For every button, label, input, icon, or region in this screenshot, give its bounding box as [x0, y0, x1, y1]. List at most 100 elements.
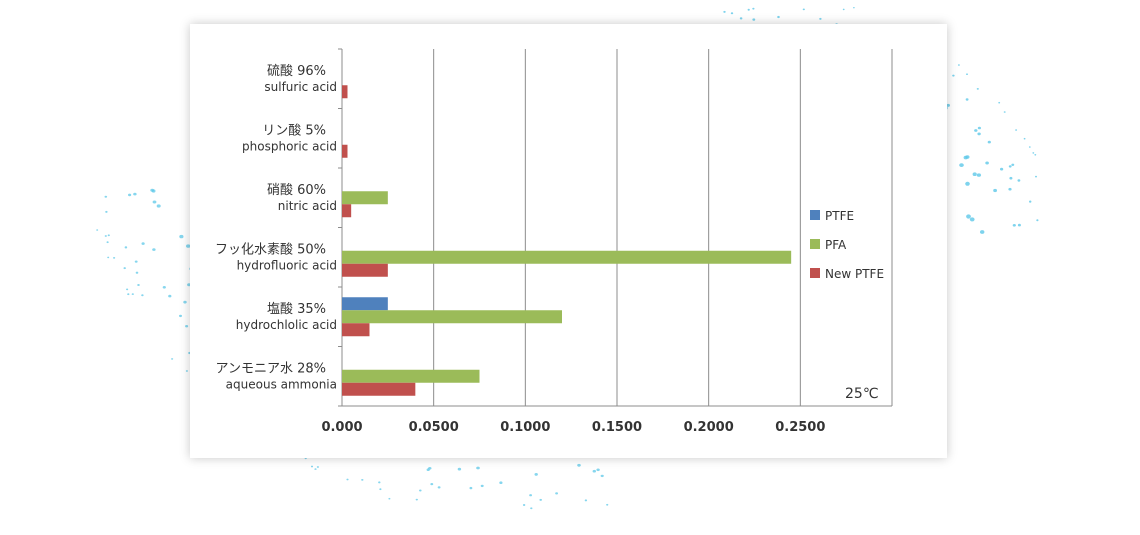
bar-pfa — [342, 191, 388, 205]
category-label-jp: リン酸 5% — [262, 123, 326, 138]
background-dot — [1008, 165, 1012, 168]
background-dot — [522, 504, 526, 506]
background-dot — [187, 283, 191, 287]
background-dot — [185, 370, 188, 372]
background-dot — [106, 241, 109, 244]
background-dot — [379, 488, 382, 491]
legend-swatch — [810, 268, 820, 278]
background-dot — [752, 7, 755, 10]
background-dot — [137, 284, 140, 286]
x-tick-label: 0.0500 — [409, 420, 459, 435]
background-dot — [723, 10, 726, 13]
x-tick-label: 0.1000 — [500, 420, 550, 435]
background-dot — [819, 17, 822, 20]
background-dot — [584, 499, 588, 502]
x-tick-label: 0.2500 — [775, 420, 825, 435]
background-dot — [346, 478, 349, 481]
background-dot — [802, 8, 805, 11]
bar-new-ptfe — [342, 382, 416, 396]
background-dot — [151, 189, 156, 193]
category-label-en: nitric acid — [278, 199, 337, 213]
bar-new-ptfe — [342, 204, 352, 218]
bar-new-ptfe — [342, 85, 348, 99]
background-dot — [113, 257, 116, 259]
background-dot — [966, 214, 971, 219]
background-dot — [965, 181, 970, 186]
background-dot — [1015, 129, 1018, 131]
background-dot — [853, 7, 855, 9]
background-dot — [310, 465, 314, 468]
background-dot — [985, 161, 989, 165]
background-dot — [993, 188, 997, 193]
background-dot — [977, 126, 982, 130]
background-dot — [555, 492, 558, 495]
background-dot — [1032, 152, 1035, 154]
background-dot — [133, 192, 137, 196]
background-dot — [131, 293, 134, 295]
background-dot — [1023, 137, 1026, 140]
category-label-jp: フッ化水素酸 50% — [215, 242, 326, 257]
background-dot — [777, 15, 780, 19]
bar-pfa — [342, 250, 792, 264]
x-tick-label: 0.000 — [321, 420, 362, 435]
background-dot — [437, 486, 441, 489]
background-dot — [457, 467, 462, 471]
bar-new-ptfe — [342, 323, 370, 337]
category-label-en: hydrofluoric acid — [237, 258, 337, 272]
background-dot — [966, 73, 968, 75]
background-dot — [1034, 154, 1037, 156]
background-dot — [952, 74, 955, 77]
background-dot — [124, 246, 128, 249]
background-dot — [123, 267, 126, 270]
background-dot — [361, 479, 364, 481]
background-dot — [1035, 175, 1037, 178]
background-dot — [388, 497, 391, 500]
background-dot — [980, 230, 985, 234]
background-dot — [96, 229, 99, 231]
background-dot — [107, 234, 110, 237]
background-dot — [976, 88, 979, 90]
background-dot — [959, 163, 964, 168]
category-label-en: phosphoric acid — [242, 139, 337, 153]
background-dot — [530, 507, 533, 510]
background-dot — [1003, 111, 1006, 113]
background-dot — [162, 286, 166, 289]
background-dot — [987, 140, 991, 144]
background-dot — [134, 260, 138, 263]
background-dot — [957, 64, 960, 66]
background-dot — [534, 473, 538, 476]
background-dot — [539, 498, 542, 501]
background-dot — [426, 468, 430, 472]
background-dot — [135, 271, 139, 274]
background-dot — [104, 195, 108, 198]
legend-label: PTFE — [825, 209, 854, 223]
background-dot — [1017, 223, 1021, 227]
background-dot — [415, 498, 418, 501]
background-dot — [314, 468, 317, 470]
background-dot — [577, 463, 581, 467]
background-dot — [152, 248, 156, 251]
background-dot — [316, 466, 319, 468]
background-dot — [1011, 163, 1015, 166]
background-dot — [183, 300, 187, 304]
category-label-en: sulfuric acid — [264, 80, 337, 94]
x-tick-label: 0.2000 — [684, 420, 734, 435]
background-dot — [842, 8, 845, 11]
bar-pfa — [342, 310, 562, 324]
background-dot — [1036, 219, 1039, 222]
background-dot — [480, 484, 484, 488]
background-dot — [1009, 176, 1013, 180]
background-dot — [179, 314, 182, 318]
background-dot — [747, 8, 750, 11]
background-dot — [186, 244, 191, 248]
background-dot — [998, 101, 1001, 104]
background-dot — [1012, 224, 1016, 227]
background-dot — [946, 103, 950, 107]
background-dot — [596, 468, 600, 472]
category-label-en: aqueous ammonia — [226, 377, 337, 391]
category-label-jp: 硫酸 96% — [267, 64, 326, 79]
background-dot — [152, 200, 157, 204]
background-dot — [739, 17, 743, 20]
background-dot — [171, 358, 174, 360]
background-dot — [969, 217, 975, 222]
